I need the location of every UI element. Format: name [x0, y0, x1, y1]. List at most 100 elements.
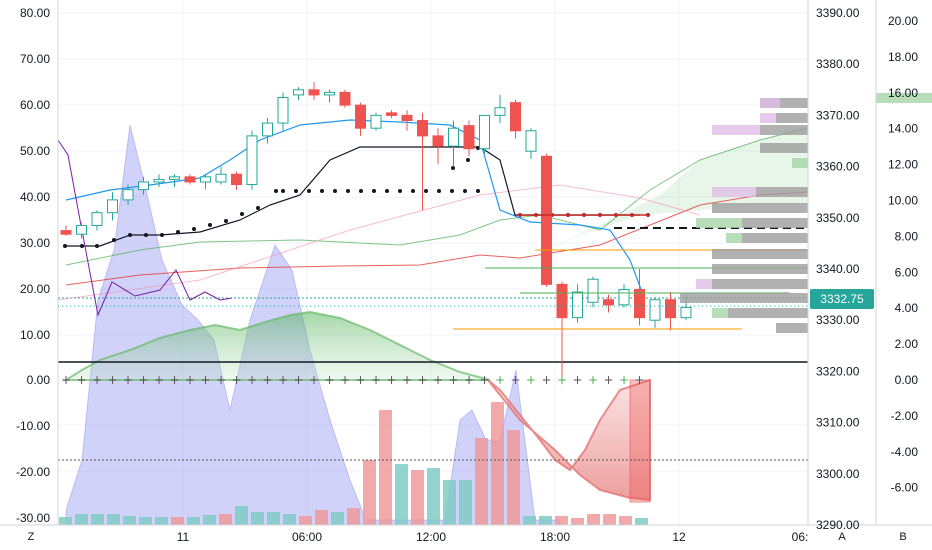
dot-marker	[274, 189, 278, 193]
plus-marker: +	[371, 373, 381, 387]
candle-body	[339, 91, 351, 106]
histogram-bar	[219, 514, 232, 525]
plus-marker: +	[169, 373, 179, 387]
profile-bar	[756, 187, 808, 197]
plus-marker: +	[541, 373, 551, 387]
right-axis-tick: 16.00	[888, 86, 918, 100]
price-axis-tick: 3320.00	[816, 364, 860, 378]
left-axis-tick: 10.00	[20, 328, 50, 342]
plus-marker: +	[355, 373, 365, 387]
plus-marker: +	[479, 373, 489, 387]
plus-marker: +	[92, 373, 102, 387]
candle-body	[556, 283, 568, 319]
cloud-upper-green	[65, 127, 809, 266]
plus-marker: +	[185, 373, 195, 387]
dot-marker	[307, 189, 311, 193]
plus-marker: +	[557, 373, 567, 387]
plus-marker: +	[216, 373, 226, 387]
curve-blue	[65, 119, 646, 301]
dot-marker	[346, 189, 350, 193]
plus-marker: +	[340, 373, 350, 387]
candle-body	[169, 176, 180, 180]
price-axis-tick: 3290.00	[816, 518, 860, 532]
left-axis-tick: 60.00	[20, 98, 50, 112]
histogram-bar	[299, 516, 312, 525]
profile-bar	[712, 249, 808, 259]
plus-marker: +	[433, 373, 443, 387]
histogram-bar	[139, 517, 152, 525]
histogram-bar	[155, 517, 168, 525]
histogram-bar	[347, 508, 360, 525]
toggle-z-button[interactable]: Z	[27, 531, 35, 543]
plus-marker: +	[495, 373, 505, 387]
left-axis[interactable]: 80.00 70.00 60.00 50.00 40.00 30.00 20.00 10.00…	[16, 6, 50, 525]
candle-body	[634, 288, 645, 319]
time-axis-tick: 06:	[792, 530, 809, 544]
profile-bar	[712, 187, 756, 197]
dot-marker	[398, 189, 402, 193]
histogram-bar	[411, 470, 424, 525]
dot-marker	[466, 158, 470, 162]
dot-marker	[240, 212, 244, 216]
left-axis-tick: 80.00	[20, 6, 50, 20]
plus-marker: +	[123, 373, 133, 387]
candle-body	[370, 114, 382, 129]
candle-body	[649, 299, 661, 321]
price-axis-tick: 3300.00	[816, 467, 860, 481]
time-axis-tick: 06:00	[292, 530, 322, 544]
plus-marker: +	[588, 373, 598, 387]
histogram-bar	[523, 516, 536, 525]
dot-marker	[192, 227, 196, 231]
time-axis-tick: 12:00	[416, 530, 446, 544]
time-axis[interactable]: 11 06:00 12:00 18:00 12 06:	[177, 530, 809, 544]
red-area	[487, 378, 651, 502]
plus-marker: +	[200, 373, 210, 387]
histogram-bar	[619, 516, 632, 525]
candle-body	[60, 230, 72, 235]
candle-body	[91, 212, 103, 226]
candle-body	[355, 104, 366, 129]
plus-marker: +	[526, 373, 536, 387]
candle-body	[293, 89, 304, 96]
dot-marker	[294, 189, 298, 193]
toggle-a-button[interactable]: A	[838, 531, 846, 543]
price-axis-bg	[808, 0, 876, 525]
histogram-bar	[91, 514, 104, 525]
profile-bar	[776, 113, 808, 123]
last-price-label: 3332.75	[820, 292, 864, 306]
candle-body	[277, 96, 289, 124]
grid	[58, 0, 808, 525]
plus-marker: +	[324, 373, 334, 387]
candle-body	[153, 178, 165, 183]
profile-bar	[712, 264, 808, 274]
histogram-bar	[491, 402, 504, 525]
plus-marker: +	[309, 373, 319, 387]
plus-marker: +	[262, 373, 272, 387]
plus-marker: +	[61, 373, 71, 387]
plus-marker: +	[464, 373, 474, 387]
price-axis[interactable]: 3390.00 3380.00 3370.00 3360.00 3350.00 3340.…	[816, 6, 860, 532]
histogram-bar	[603, 514, 616, 525]
candle-body	[122, 189, 134, 201]
plus-marker: +	[402, 373, 412, 387]
right-axis-tick: 4.00	[895, 301, 919, 315]
time-axis-tick: 11	[177, 530, 190, 544]
right-axis-tick: 10.00	[888, 194, 918, 208]
time-axis-tick: 12	[672, 530, 686, 544]
candle-body	[386, 112, 397, 116]
histogram-bar	[507, 430, 520, 525]
histogram-bar	[283, 514, 296, 525]
candle-body	[401, 114, 413, 122]
dot-marker	[95, 244, 99, 248]
right-axis[interactable]: 20.00 18.00 16.00 14.00 12.00 10.00 8.00 6.00 4.…	[888, 14, 918, 495]
candles	[60, 82, 692, 385]
price-axis-tick: 3310.00	[816, 416, 860, 430]
dot-marker	[359, 189, 363, 193]
profile-bar	[760, 98, 808, 108]
toggle-b-button[interactable]: B	[899, 531, 907, 543]
profile-bar	[712, 125, 760, 135]
candle-body	[525, 130, 537, 152]
plus-marker: +	[603, 373, 613, 387]
